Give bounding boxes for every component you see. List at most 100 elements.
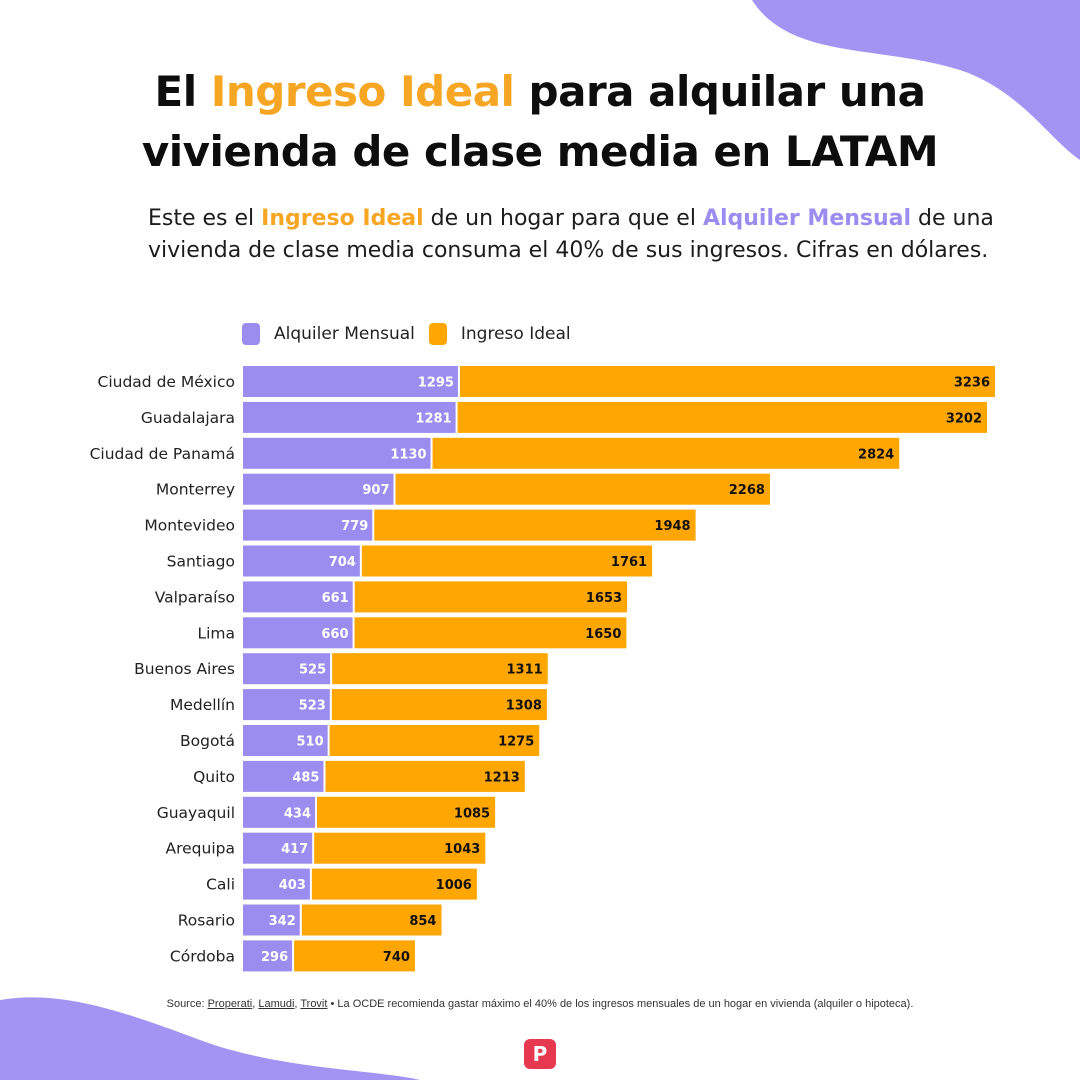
source-link-lamudi[interactable]: Lamudi [258,998,295,1010]
legend-item-rent: Alquiler Mensual [242,323,415,345]
title-highlight: Ingreso Ideal [210,67,515,116]
bar-income [354,581,628,613]
category-label: Monterrey [156,481,235,499]
category-label: Valparaíso [155,588,235,606]
value-label-rent: 523 [299,699,326,714]
value-label-income: 1653 [586,591,622,606]
subtitle-p3: de una vivienda de clase media consuma e… [148,206,994,263]
category-label: Cali [206,876,235,894]
source-link-properati[interactable]: Properati [207,998,253,1010]
brand-logo-icon: P [524,1039,556,1069]
category-label: Rosario [178,912,235,930]
bar-rent [243,653,331,685]
value-label-income: 3202 [946,411,982,426]
value-label-rent: 907 [362,483,389,498]
value-label-rent: 485 [292,770,319,785]
value-label-rent: 1295 [418,376,454,391]
bar-rent [243,796,316,828]
bar-income [329,725,540,756]
value-label-income: 1043 [444,842,480,857]
source-sep2: , [294,998,301,1010]
category-label: Montevideo [144,517,235,535]
value-label-rent: 525 [299,663,326,678]
value-label-rent: 661 [322,591,349,606]
value-label-income: 1948 [654,519,690,534]
bar-income [294,940,415,972]
subtitle-p1: Este es el [148,206,262,231]
bar-income [395,473,770,505]
source-prefix: Source: [166,998,208,1010]
bar-rent [243,473,394,505]
value-label-rent: 779 [341,519,368,534]
title-line2: vivienda de clase media en LATAM [141,127,939,176]
category-label: Ciudad de Panamá [90,445,235,463]
category-label: Guayaquil [157,804,235,822]
category-label: Guadalajara [141,409,235,427]
legend-swatch-rent [242,323,260,345]
bar-income [325,760,525,792]
category-label: Lima [197,624,235,642]
bar-rent [243,617,353,649]
value-label-income: 1275 [498,735,534,750]
category-label: Buenos Aires [134,660,235,678]
value-label-rent: 704 [329,555,356,570]
subtitle-highlight-alquiler: Alquiler Mensual [702,206,912,231]
bar-income [314,832,486,864]
subtitle-p2: de un hogar para que el [423,206,703,231]
bar-income [459,366,995,397]
value-label-income: 1650 [585,627,621,642]
value-label-rent: 403 [279,878,306,893]
legend-item-income: Ingreso Ideal [428,323,571,345]
value-label-income: 1311 [507,663,543,678]
category-label: Bogotá [180,732,235,750]
title-part2: para alquilar una [514,67,926,116]
bar-rent [243,832,313,864]
category-label: Quito [193,768,235,786]
chart-legend: Alquiler Mensual Ingreso Ideal [242,321,585,347]
value-label-rent: 1281 [415,411,451,426]
category-label: Córdoba [170,947,235,965]
value-label-income: 1761 [611,555,647,570]
legend-label-rent: Alquiler Mensual [274,324,415,344]
bar-income [311,868,477,900]
source-note: Source: Properati, Lamudi, Trovit • La O… [0,998,1080,1010]
value-label-rent: 342 [269,914,296,929]
bar-rent [243,868,310,900]
bar-rent [243,545,360,577]
bar-rent [243,940,293,972]
value-label-income: 2824 [858,447,894,462]
category-label: Arequipa [166,840,235,858]
value-label-income: 1006 [436,878,472,893]
bar-rent [243,509,373,541]
value-label-income: 1085 [454,806,490,821]
value-label-income: 2268 [729,483,765,498]
bar-income [332,653,548,685]
category-label: Santiago [167,553,235,571]
value-label-rent: 660 [321,627,348,642]
subtitle-highlight-ingreso: Ingreso Ideal [261,206,424,231]
bar-rent [243,725,328,756]
category-label: Ciudad de México [98,373,235,391]
bar-rent [243,401,456,433]
source-link-trovit[interactable]: Trovit [300,998,328,1010]
category-label: Medellín [170,696,235,714]
bar-income [457,401,988,433]
value-label-income: 740 [383,950,410,965]
bar-income [301,904,442,936]
bar-rent [243,689,330,721]
value-label-rent: 417 [281,842,308,857]
source-sep1: , [252,998,259,1010]
bar-rent [243,760,324,792]
value-label-income: 1308 [506,699,542,714]
page-title: El Ingreso Ideal para alquilar una vivie… [0,62,1080,182]
legend-label-income: Ingreso Ideal [460,324,571,344]
value-label-rent: 434 [284,806,311,821]
bar-income [331,689,547,721]
bar-rent [243,366,458,397]
bar-rent [243,904,300,936]
bar-income [374,509,696,541]
title-part1: El [154,67,211,116]
bar-rent [243,581,353,613]
bar-income [354,617,627,649]
